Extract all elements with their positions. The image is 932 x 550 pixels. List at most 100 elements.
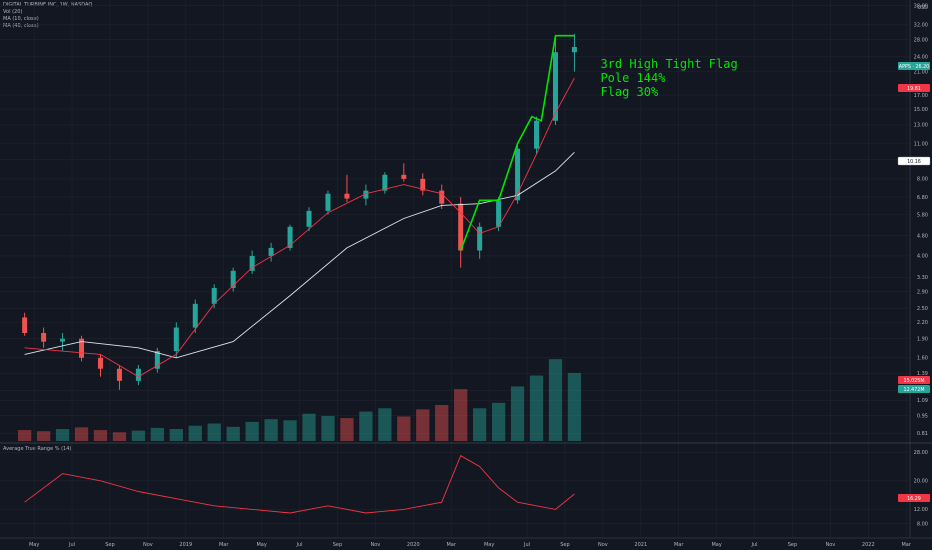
volume-bar [359,411,373,441]
price-tick-label: 5.80 [917,212,928,218]
candle-body [154,351,160,369]
volume-bar [55,429,70,441]
currency-label: USD [917,5,928,11]
flag-annotation-line: Pole 144% [600,71,666,85]
flag-annotation-line: 3rd High Tight Flag [600,57,737,71]
ma10-line [24,77,575,378]
x-axis-label: May [256,542,266,548]
candle-body [249,255,255,271]
price-badge [898,84,930,92]
candle-body [306,210,312,227]
volume-bar [378,408,392,441]
x-axis-label: Nov [825,542,835,548]
volume-bar [36,431,51,441]
price-tick-label: 1.60 [917,356,928,362]
price-badge [898,494,930,502]
price-tick-label: 4.80 [917,233,928,239]
x-axis-label: Nov [370,542,380,548]
candle-body [268,247,274,256]
x-axis-label: Sep [333,542,342,548]
price-tick-label: 11.00 [914,141,928,147]
atr-tick-label: 20.00 [914,479,928,485]
atr-pane-label: Average True Range % (14) [3,446,72,452]
legend-ma10: MA (10, close) [3,16,39,22]
legend-volume: Vol (20) [3,9,23,15]
price-tick-label: 21.00 [914,69,928,75]
candle-body [230,270,236,288]
candle-body [116,368,122,381]
candle-body [515,148,521,201]
x-axis-label: 2022 [862,542,875,548]
x-axis-label: Sep [788,542,797,548]
volume-bar [150,427,164,441]
x-axis-label: 2020 [407,542,420,548]
price-badge [898,385,930,393]
candle-body [60,338,66,342]
price-tick-label: 6.80 [917,195,928,201]
price-badge-label: 10.16 [907,159,921,165]
volume-bar [491,402,506,441]
chart-legend: DIGITAL TURBINE INC, 1W, NASDAQ Vol (20)… [3,2,92,30]
x-axis-label: Nov [598,542,608,548]
volume-bar [264,419,278,441]
candle-body [496,200,502,227]
price-tick-label: 1.39 [917,371,928,377]
price-tick-label: 0.81 [917,431,928,437]
candle-body [552,52,558,121]
atr-line [24,455,575,514]
candle-body [571,47,577,53]
x-axis-label: Jul [68,542,75,548]
price-tick-label: 13.00 [914,123,928,129]
high-tight-flag-drawing [459,34,575,251]
candle-body [173,327,179,352]
volume-bar [131,430,146,441]
price-badge-label: 15.025M [904,378,925,384]
x-axis-label: May [29,542,39,548]
x-axis-label: Mar [901,542,911,548]
volume-bar [435,405,449,441]
volume-bar [283,420,297,441]
instrument-title: DIGITAL TURBINE INC, 1W, NASDAQ [3,2,93,8]
price-badge [898,376,930,384]
price-badge [898,62,930,70]
x-axis-label: Mar [219,542,229,548]
candle-body [325,193,331,211]
candle-body [211,287,217,304]
candle-body [477,226,483,251]
price-tick-label: 32.00 [914,23,928,29]
volume-bar [207,423,221,441]
price-tick-label: 1.90 [917,336,928,342]
price-tick-label: 1.09 [917,398,928,404]
candle-body [439,190,445,204]
candle-body [22,317,28,333]
ma40-line [24,151,575,359]
price-tick-label: 8.00 [917,177,928,183]
volume-bar [510,386,525,441]
price-badge-label: 19.81 [907,86,921,92]
x-axis-label: Nov [143,542,153,548]
x-axis-label: 2019 [179,542,192,548]
price-tick-label: 0.95 [917,414,928,420]
price-badge [897,156,931,166]
x-axis-label: May [711,542,721,548]
volume-bar [567,372,582,441]
atr-tick-label: 8.00 [917,521,928,527]
candle-body [41,332,47,342]
candle-body [401,174,407,179]
volume-bar [74,427,89,441]
volume-bar [529,375,544,441]
price-badge-label: 12.472M [904,387,925,393]
volume-bar [18,430,32,441]
volume-bar [454,389,468,441]
price-tick-label: 2.50 [917,306,928,312]
price-tick-label: 2.20 [917,320,928,326]
candle-body [135,368,141,381]
volume-bar [169,429,183,441]
price-badge-label: 16.29 [907,496,921,502]
candle-body [192,303,198,328]
price-tick-label: 28.00 [914,37,928,43]
candle-body [534,120,540,149]
volume-bar [226,426,240,441]
volume-bar [302,413,316,441]
